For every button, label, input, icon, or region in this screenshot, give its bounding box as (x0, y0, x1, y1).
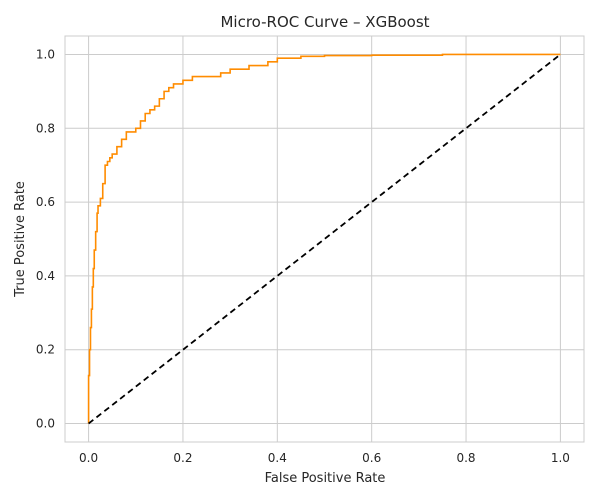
grid-lines (65, 36, 584, 442)
roc-curve-line (87, 53, 561, 424)
y-tick-label: 0.8 (36, 121, 55, 135)
y-tick-label: 0.2 (36, 343, 55, 357)
x-tick-label: 0.2 (173, 451, 192, 465)
y-axis-ticks: 0.0 0.2 0.4 0.6 0.8 1.0 (36, 47, 55, 430)
chance-diagonal-line (88, 53, 561, 425)
x-tick-label: 0.4 (268, 451, 287, 465)
y-tick-label: 0.0 (36, 417, 55, 431)
y-tick-label: 0.6 (36, 195, 55, 209)
x-axis-ticks: 0.0 0.2 0.4 0.6 0.8 1.0 (79, 451, 570, 465)
y-tick-label: 1.0 (36, 47, 55, 61)
y-axis-label: True Positive Rate (13, 181, 28, 298)
series-group (87, 53, 561, 425)
plot-frame (64, 35, 585, 443)
chart-title: Micro-ROC Curve – XGBoost (220, 13, 429, 31)
x-tick-label: 0.8 (456, 451, 475, 465)
x-tick-label: 1.0 (551, 451, 570, 465)
x-tick-label: 0.0 (79, 451, 98, 465)
x-axis-label: False Positive Rate (265, 471, 386, 486)
y-tick-label: 0.4 (36, 269, 55, 283)
x-tick-label: 0.6 (362, 451, 381, 465)
